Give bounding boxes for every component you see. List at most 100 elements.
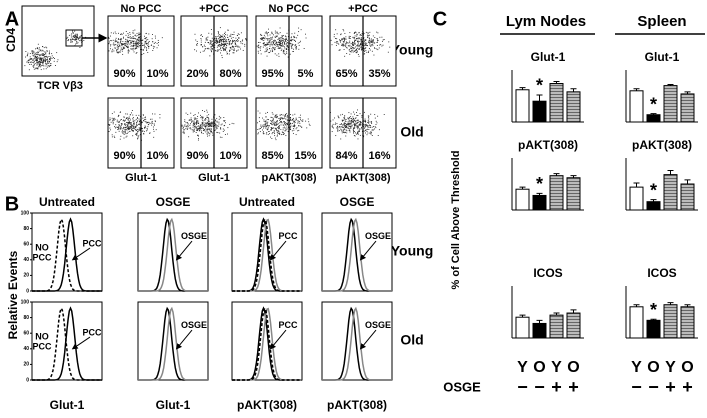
dot [200,130,202,132]
bar [549,314,564,339]
error-bar [667,302,674,305]
dot [217,132,219,134]
dot [351,119,353,121]
dot [360,46,362,48]
dot [231,43,233,44]
dot [278,118,280,119]
dot [348,37,350,39]
dot [193,120,195,122]
dot [206,121,208,123]
dot [281,48,283,50]
dot [341,129,343,131]
dot [193,121,195,123]
dot [341,132,343,134]
dot [206,123,208,125]
dot [142,49,144,51]
dot [270,116,272,118]
dot [260,37,262,39]
dot [138,129,140,131]
dot [44,56,46,57]
dot [46,63,48,65]
dot [330,39,332,41]
dot [235,44,237,46]
dot [208,124,210,126]
dot [133,45,135,47]
dot [351,121,353,123]
dot [204,119,206,121]
dot [109,48,111,50]
dot [301,126,303,128]
dot [330,112,331,113]
dot [224,38,225,40]
dot [292,39,294,40]
dot [225,34,227,36]
dot [120,111,122,113]
dot [54,65,56,66]
dot [353,42,355,44]
dot [42,46,43,48]
dot [369,31,371,33]
error-bar [519,186,526,190]
dot [46,50,48,52]
dot [122,120,124,122]
error-bar [684,179,691,184]
dot [48,50,50,52]
dot [227,43,229,45]
dot [336,33,338,35]
arrow [359,240,377,261]
dot [282,38,284,40]
dot [274,41,276,43]
dot [38,65,40,67]
dot [115,131,117,133]
annotation: OSGE [365,320,391,330]
dot [284,54,286,56]
dot [368,38,370,39]
dot [193,115,195,116]
arrow [359,329,377,350]
dot [232,52,234,54]
dot [242,39,244,41]
dot [37,52,39,53]
dot [123,48,125,49]
dot [216,121,218,123]
dot [368,37,370,39]
dot [337,116,339,118]
dot [276,45,278,47]
dot [202,121,204,123]
dot [225,40,227,42]
dot [274,30,276,32]
dot [230,46,232,48]
dot [109,127,111,129]
dot [273,130,275,132]
dot [268,32,269,33]
dot [148,47,150,49]
dot [184,124,186,126]
dot [32,51,34,53]
dot [271,31,273,33]
dot [233,49,235,51]
dot [293,121,295,123]
dot [210,128,212,130]
dot [358,124,360,126]
dot [237,33,239,35]
dot [357,42,359,44]
dot [360,41,362,43]
dot [43,54,45,56]
dot [119,126,121,128]
dot [135,52,137,54]
dot [124,129,126,131]
dot [290,123,292,125]
percent-label: 80% [219,68,241,80]
dot [73,32,74,34]
dot [117,42,118,44]
dot [332,126,334,128]
dot [40,65,42,67]
dot [258,132,259,134]
dot [235,37,237,39]
bar [549,175,564,211]
dot [367,37,368,38]
dot [127,118,129,120]
dot [127,51,129,53]
dot [37,43,39,45]
dot [337,130,339,132]
